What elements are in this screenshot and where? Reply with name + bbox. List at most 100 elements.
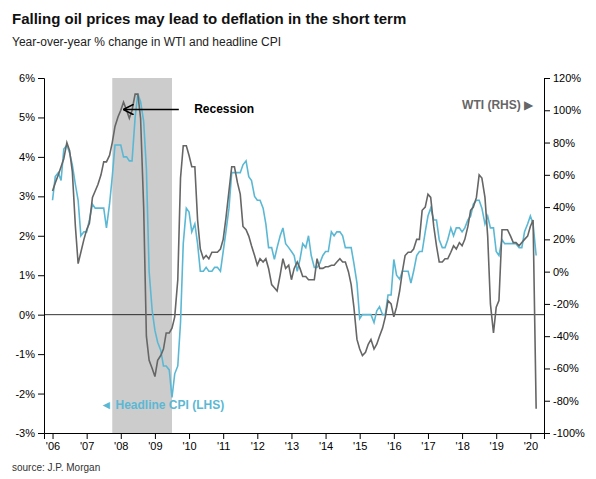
- tick: 3%: [19, 190, 44, 202]
- tick-mark: [38, 315, 44, 316]
- tick-mark: [38, 275, 44, 276]
- tick: 5%: [19, 111, 44, 123]
- tick-mark: [38, 117, 44, 118]
- tick: '10: [182, 433, 196, 452]
- tick-label: '08: [114, 440, 128, 452]
- tick-mark: [544, 239, 550, 240]
- chart: Falling oil prices may lead to deflation…: [0, 0, 596, 479]
- y2ticks-axis: -100% -80% -60% -40% -20% 0% 20% 40% 60% 80% 100% 1…: [544, 72, 585, 439]
- tick-label: 2%: [19, 230, 35, 242]
- tick-label: '09: [148, 440, 162, 452]
- tick-mark: [544, 433, 550, 434]
- annotations: RecessionWTI (RHS) ▶◄ Headline CPI (LHS): [100, 98, 534, 412]
- tick-mark: [223, 433, 224, 439]
- series-line: [53, 94, 537, 398]
- tick: -2%: [15, 388, 44, 400]
- tick: 6%: [19, 72, 44, 84]
- tick-mark: [87, 433, 88, 439]
- source: source: J.P. Morgan: [12, 462, 100, 473]
- tick: 1%: [19, 269, 44, 281]
- tick-label: 4%: [19, 151, 35, 163]
- tick: 120%: [544, 72, 581, 84]
- tick-mark: [360, 433, 361, 439]
- tick: -60%: [544, 362, 579, 374]
- tick-mark: [53, 433, 54, 439]
- tick-label: -100%: [553, 427, 585, 439]
- tick-label: '07: [80, 440, 94, 452]
- tick: '16: [387, 433, 401, 452]
- tick-label: '06: [46, 440, 60, 452]
- tick: -100%: [544, 427, 585, 439]
- tick-label: -40%: [553, 330, 579, 342]
- tick-label: 100%: [553, 104, 581, 116]
- tick-label: '11: [217, 440, 231, 452]
- tick-label: -1%: [15, 348, 35, 360]
- tick: '11: [217, 433, 231, 452]
- tick: '13: [285, 433, 299, 452]
- tick: 100%: [544, 104, 581, 116]
- tick-mark: [428, 433, 429, 439]
- tick: -3%: [15, 427, 44, 439]
- tick-mark: [121, 433, 122, 439]
- tick: '07: [80, 433, 94, 452]
- tick-mark: [544, 304, 550, 305]
- tick: '08: [114, 433, 128, 452]
- tick: 0%: [544, 266, 569, 278]
- tick: '12: [251, 433, 265, 452]
- tick: '09: [148, 433, 162, 452]
- tick-mark: [38, 236, 44, 237]
- tick: -1%: [15, 348, 44, 360]
- tick: -20%: [544, 298, 579, 310]
- tick-label: 60%: [553, 169, 575, 181]
- tick-label: '12: [251, 440, 265, 452]
- tick-label: '14: [319, 440, 333, 452]
- zero-line: [44, 314, 544, 315]
- axis-line: [545, 79, 551, 434]
- tick: 60%: [544, 169, 575, 181]
- tick-mark: [530, 433, 531, 439]
- tick-label: 3%: [19, 190, 35, 202]
- tick: 0%: [19, 309, 44, 321]
- tick: '20: [524, 433, 538, 452]
- tick-label: 0%: [19, 309, 35, 321]
- tick-label: '18: [455, 440, 469, 452]
- tick-label: 5%: [19, 111, 35, 123]
- tick: -40%: [544, 330, 579, 342]
- annotation: ◄ Headline CPI (LHS): [100, 398, 224, 412]
- plot: '06 '07 '08 '09 '10 '11 '12 '13 '14 '15 '16 '17 '18 '…: [15, 72, 585, 452]
- tick-label: '16: [387, 440, 401, 452]
- tick-mark: [189, 433, 190, 439]
- tick-mark: [544, 368, 550, 369]
- tick-mark: [544, 78, 550, 79]
- tick: 2%: [19, 230, 44, 242]
- tick-label: 120%: [553, 72, 581, 84]
- tick-label: '17: [421, 440, 435, 452]
- tick-label: 1%: [19, 269, 35, 281]
- tick-mark: [544, 207, 550, 208]
- tick-label: 20%: [553, 233, 575, 245]
- axis-line: [38, 79, 45, 434]
- tick-mark: [544, 110, 550, 111]
- tick: 80%: [544, 137, 575, 149]
- tick: 40%: [544, 201, 575, 213]
- tick-label: '10: [182, 440, 196, 452]
- tick: '19: [490, 433, 504, 452]
- axis-line: [45, 434, 545, 440]
- tick-mark: [38, 433, 44, 434]
- tick: '06: [46, 433, 60, 452]
- tick: -80%: [544, 395, 579, 407]
- tick-mark: [496, 433, 497, 439]
- series-line: [53, 94, 537, 409]
- tick: '14: [319, 433, 333, 452]
- tick: '15: [353, 433, 367, 452]
- tick-mark: [544, 175, 550, 176]
- tick-label: 0%: [553, 266, 569, 278]
- tick-mark: [38, 394, 44, 395]
- tick-label: -80%: [553, 395, 579, 407]
- tick: 4%: [19, 151, 44, 163]
- title: Falling oil prices may lead to deflation…: [12, 10, 406, 27]
- tick-mark: [291, 433, 292, 439]
- tick-label: 80%: [553, 137, 575, 149]
- tick-label: -20%: [553, 298, 579, 310]
- tick-mark: [38, 78, 44, 79]
